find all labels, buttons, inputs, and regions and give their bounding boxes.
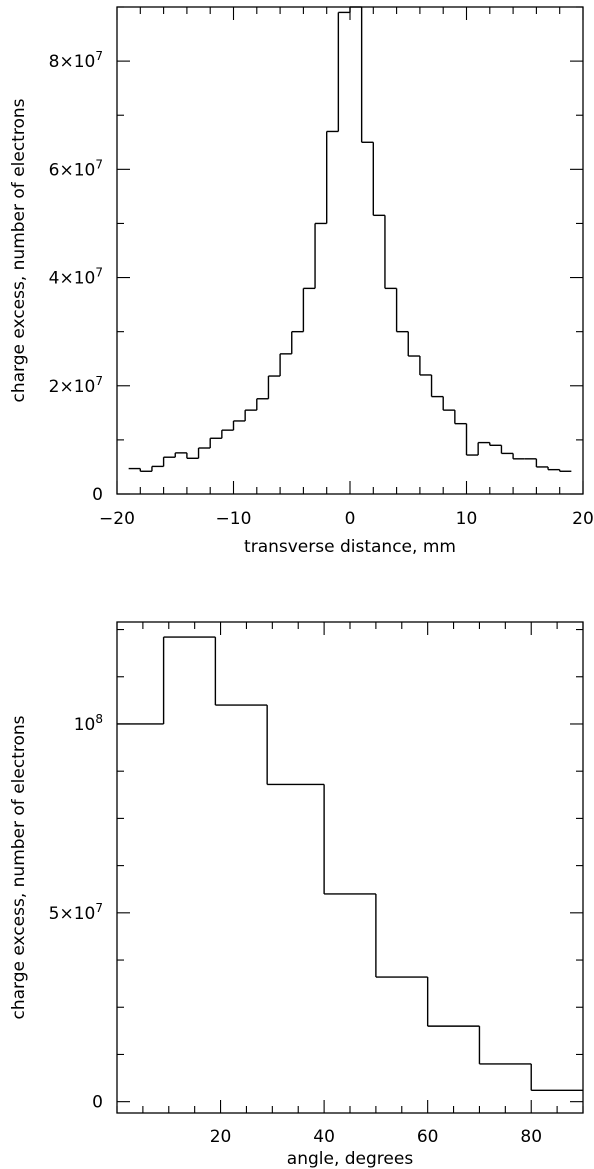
x-tick-label: 20 [572, 509, 594, 529]
y-tick-label: 5×107 [49, 901, 103, 924]
y-tick-label: 6×107 [49, 157, 103, 180]
y-tick-label: 4×107 [49, 266, 103, 289]
y-axis-label: charge excess, number of electrons [9, 715, 29, 1019]
x-axis-label: angle, degrees [287, 1149, 414, 1169]
y-axis-label: charge excess, number of electrons [9, 98, 29, 402]
y-tick-label: 108 [74, 712, 103, 735]
x-tick-label: 0 [345, 509, 356, 529]
y-tick-label: 0 [92, 1093, 103, 1113]
y-tick-label: 2×107 [49, 374, 103, 397]
plot-frame [116, 6, 584, 495]
y-tick-label: 8×107 [49, 49, 103, 72]
x-tick-label: 10 [456, 509, 478, 529]
x-axis-label: transverse distance, mm [244, 537, 456, 557]
x-tick-label: 60 [417, 1127, 439, 1147]
chart-panel-2: 20 40 60 80 0 5×107 108 angle, degrees charge ex… [9, 621, 584, 1169]
x-tick-label: 40 [313, 1127, 335, 1147]
chart-panel-1: −20 −10 0 10 20 0 2×107 4×107 6×107 8×107 transver… [9, 6, 594, 557]
x-tick-label: 80 [520, 1127, 542, 1147]
x-tick-label: 20 [210, 1127, 232, 1147]
x-tick-label: −20 [99, 509, 135, 529]
x-tick-label: −10 [216, 509, 252, 529]
plot-frame [116, 621, 584, 1114]
y-tick-label: 0 [92, 485, 103, 505]
